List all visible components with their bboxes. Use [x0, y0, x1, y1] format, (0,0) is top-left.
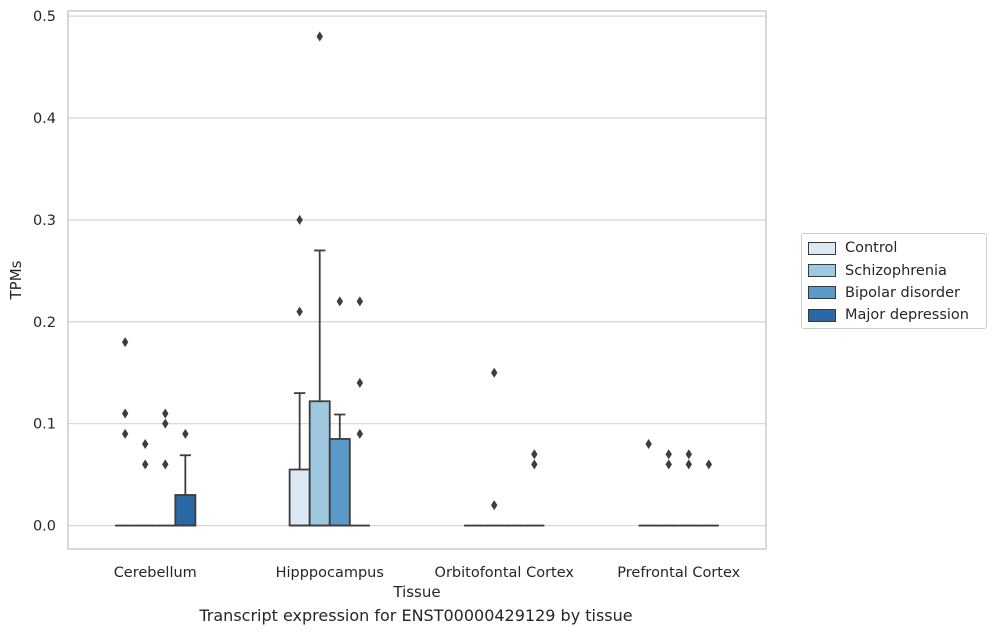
box-control: [288, 214, 311, 527]
outlier-point: [296, 306, 303, 317]
grid-lines: [68, 15, 766, 527]
y-tick-label: 0.0: [33, 519, 56, 535]
box-schizophrenia: [658, 449, 679, 527]
box-schizophrenia: [484, 367, 505, 527]
legend-label: Schizophrenia: [845, 262, 947, 279]
box-bipolar-disorder: [328, 296, 351, 527]
y-axis-label: TPMs: [7, 260, 25, 300]
legend: Control Schizophrenia Bipolar disorder Majo…: [801, 233, 987, 329]
outlier-point: [491, 500, 498, 511]
outlier-point: [336, 296, 343, 307]
box-plots: [115, 31, 719, 527]
legend-swatch: [808, 308, 836, 322]
outlier-point: [162, 408, 169, 419]
outlier-point: [142, 459, 149, 470]
x-tick-label: Cerebellum: [114, 565, 197, 581]
figure-caption: Transcript expression for ENST0000042912…: [199, 606, 633, 625]
x-tick-label: Orbitofontal Cortex: [435, 565, 575, 581]
legend-swatch: [808, 286, 836, 300]
box-bipolar-disorder: [155, 408, 176, 527]
outlier-point: [142, 439, 149, 450]
box-control: [638, 439, 659, 527]
y-tick-label: 0.3: [33, 213, 56, 229]
outlier-point: [531, 449, 538, 460]
outlier-point: [296, 214, 303, 225]
y-tick-label: 0.1: [33, 417, 56, 433]
box: [174, 494, 197, 527]
legend-item: Major depression: [808, 304, 980, 326]
outlier-point: [121, 337, 129, 348]
outlier-point: [705, 459, 713, 470]
box-schizophrenia: [135, 439, 156, 527]
legend-item: Bipolar disorder: [808, 282, 980, 304]
x-tick-labels: Cerebellum Hipppocampus Orbitofontal Corte…: [114, 565, 741, 581]
outlier-point: [121, 408, 129, 419]
box-major-depression: [698, 459, 719, 527]
outlier-point: [316, 31, 323, 42]
y-tick-labels: 0.0 0.1 0.2 0.3 0.4 0.5: [33, 9, 56, 534]
outlier-point: [162, 418, 169, 429]
outlier-point: [665, 459, 672, 470]
box-control: [115, 337, 136, 527]
outlier-point: [491, 367, 498, 378]
box-major-depression: [349, 296, 370, 527]
outlier-point: [685, 449, 692, 460]
legend-swatch: [808, 241, 836, 255]
legend-label: Control: [845, 240, 898, 257]
outlier-point: [356, 377, 364, 388]
y-tick-label: 0.2: [33, 315, 56, 331]
outlier-point: [356, 428, 364, 439]
legend-item: Schizophrenia: [808, 259, 980, 281]
outlier-point: [685, 459, 692, 470]
box-bipolar-disorder: [678, 449, 699, 527]
outlier-point: [645, 439, 652, 450]
outlier-point: [121, 428, 129, 439]
box: [328, 438, 351, 527]
box-schizophrenia: [308, 31, 331, 527]
box-major-depression: [174, 428, 197, 527]
outlier-point: [182, 428, 189, 439]
legend-label: Major depression: [845, 307, 969, 324]
outlier-point: [531, 459, 538, 470]
box-major-depression: [524, 449, 545, 527]
y-tick-label: 0.5: [33, 9, 56, 25]
y-tick-label: 0.4: [33, 111, 56, 127]
legend-item: Control: [808, 237, 980, 259]
outlier-point: [162, 459, 169, 470]
legend-swatch: [808, 264, 836, 278]
plot-frame: [67, 10, 767, 550]
legend-label: Bipolar disorder: [845, 284, 960, 301]
x-axis-label: Tissue: [392, 583, 440, 601]
box: [308, 400, 331, 527]
x-tick-label: Prefrontal Cortex: [617, 565, 740, 581]
outlier-point: [665, 449, 672, 460]
box: [288, 468, 311, 527]
x-tick-label: Hipppocampus: [276, 565, 384, 581]
outlier-point: [356, 296, 364, 307]
